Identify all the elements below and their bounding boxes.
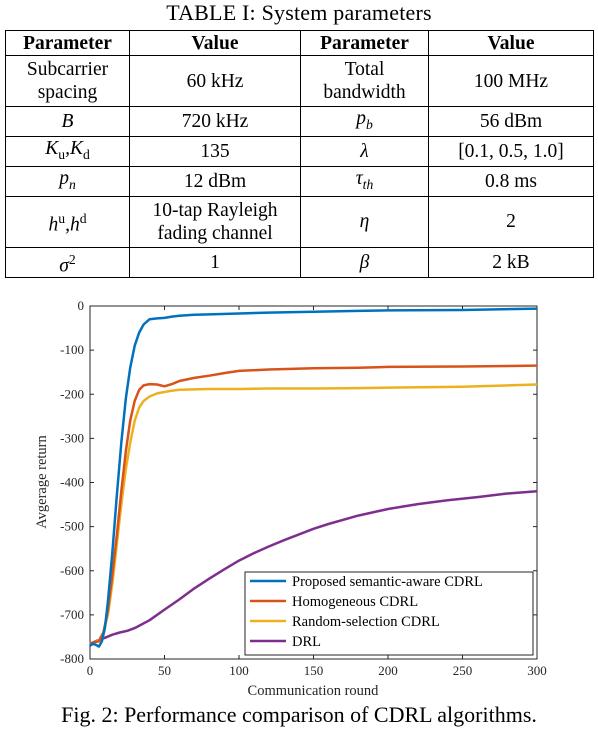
x-tick-label: 50 (158, 663, 171, 678)
value-ku-kd: 135 (129, 135, 301, 167)
table-row: Subcarrier spacing 60 kHz Total bandwidt… (5, 55, 594, 107)
value-eta: 2 (428, 195, 594, 248)
y-tick-label: -300 (60, 430, 84, 445)
performance-line-chart: 0 50 100 150 200 250 300 0 -100 -200 -300 -400 -500 -… (34, 298, 547, 699)
value-sigma2: 1 (129, 246, 301, 279)
legend-label-drl: DRL (292, 634, 321, 650)
value-b: 720 kHz (129, 106, 301, 137)
x-tick-label: 150 (304, 663, 324, 678)
table-row: pn 12 dBm τth 0.8 ms (5, 165, 594, 197)
legend: Proposed semantic-aware CDRL Homogeneous… (244, 571, 534, 656)
param-b: B (5, 106, 130, 137)
param-ku-kd: Ku,Kd (5, 135, 130, 167)
table-row: hu,hd 10-tap Rayleigh fading channel η 2 (5, 195, 594, 248)
series-line-homogeneous (89, 364, 538, 645)
value-lambda: [0.1, 0.5, 1.0] (428, 135, 594, 167)
header-value-1: Value (129, 30, 301, 56)
legend-label-random: Random-selection CDRL (292, 614, 440, 630)
value-hu-hd: 10-tap Rayleigh fading channel (129, 195, 301, 248)
x-tick-label: 200 (378, 663, 398, 678)
system-parameters-table: Parameter Value Parameter Value Subcarri… (5, 30, 594, 279)
param-hu-hd: hu,hd (5, 195, 130, 248)
value-pb: 56 dBm (428, 106, 594, 137)
y-tick-label: -500 (60, 519, 84, 534)
value-total-bandwidth: 100 MHz (428, 55, 594, 107)
table-caption: TABLE I: System parameters (166, 0, 432, 25)
x-tick-label: 250 (453, 663, 473, 678)
table-row: B 720 kHz pb 56 dBm (5, 106, 594, 137)
param-tau-th: τth (300, 165, 429, 197)
header-parameter-1: Parameter (5, 30, 130, 56)
header-parameter-2: Parameter (300, 30, 429, 56)
header-value-2: Value (428, 30, 594, 56)
table-row: Ku,Kd 135 λ [0.1, 0.5, 1.0] (5, 135, 594, 167)
value-subcarrier-spacing: 60 kHz (129, 55, 301, 107)
value-tau-th: 0.8 ms (428, 165, 594, 197)
x-axis-label: Communication round (248, 683, 380, 699)
x-tick-label: 300 (527, 663, 547, 678)
axis-ticks: 0 50 100 150 200 250 300 0 -100 -200 -300 -400 -500 -… (60, 298, 547, 678)
figure-caption: Fig. 2: Performance comparison of CDRL a… (61, 702, 537, 727)
param-pn: pn (5, 165, 130, 197)
y-tick-label: -100 (60, 342, 84, 357)
param-sigma2: σ2 (5, 246, 130, 279)
y-tick-label: 0 (78, 298, 85, 313)
series-lines (89, 307, 538, 648)
y-tick-label: -600 (60, 563, 84, 578)
param-beta: β (300, 246, 429, 279)
y-tick-label: -700 (60, 607, 84, 622)
series-line-drl (89, 490, 538, 645)
param-lambda: λ (300, 135, 429, 167)
legend-box (244, 571, 534, 656)
y-tick-label: -800 (60, 651, 84, 666)
param-pb: pb (300, 106, 429, 137)
y-axis-label: Avgerage return (34, 434, 50, 528)
y-tick-label: -200 (60, 386, 84, 401)
table-header-row: Parameter Value Parameter Value (5, 30, 594, 56)
x-tick-label: 0 (87, 663, 94, 678)
param-eta: η (300, 195, 429, 248)
series-line-proposed (89, 307, 538, 648)
y-tick-label: -400 (60, 475, 84, 490)
param-total-bandwidth: Total bandwidth (300, 55, 429, 107)
param-subcarrier-spacing: Subcarrier spacing (5, 55, 130, 107)
value-pn: 12 dBm (129, 165, 301, 197)
x-tick-label: 100 (229, 663, 249, 678)
legend-label-proposed: Proposed semantic-aware CDRL (292, 574, 483, 590)
legend-label-homogeneous: Homogeneous CDRL (292, 594, 418, 610)
table-row: σ2 1 β 2 kB (5, 246, 594, 279)
value-beta: 2 kB (428, 246, 594, 279)
